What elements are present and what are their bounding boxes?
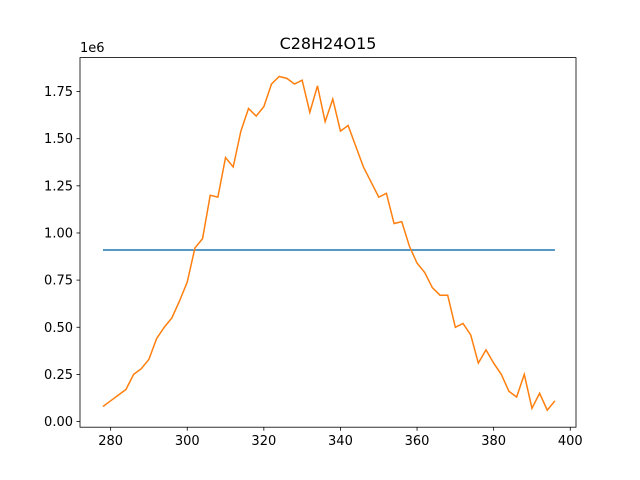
y-tick-label: 0.50 [44,321,73,336]
y-tick-label: 0.25 [44,368,73,383]
chart-title: C28H24O15 [280,34,377,53]
x-tick-label: 380 [481,434,506,449]
y-tick-label: 1.75 [44,85,73,100]
y-tick-label: 1.00 [44,226,73,241]
x-tick-label: 320 [251,434,276,449]
y-tick-label: 1.50 [44,132,73,147]
x-tick-label: 400 [558,434,583,449]
y-tick-label: 0.00 [44,415,73,430]
x-tick-label: 280 [98,434,123,449]
plot-frame [79,57,577,428]
line-series [102,75,556,412]
y-tick-label: 0.75 [44,274,73,289]
x-tick-label: 360 [405,434,430,449]
y-tick-label: 1.25 [44,179,73,194]
x-tick-label: 340 [328,434,353,449]
x-tick-label: 300 [175,434,200,449]
y-offset-label: 1e6 [80,41,105,56]
